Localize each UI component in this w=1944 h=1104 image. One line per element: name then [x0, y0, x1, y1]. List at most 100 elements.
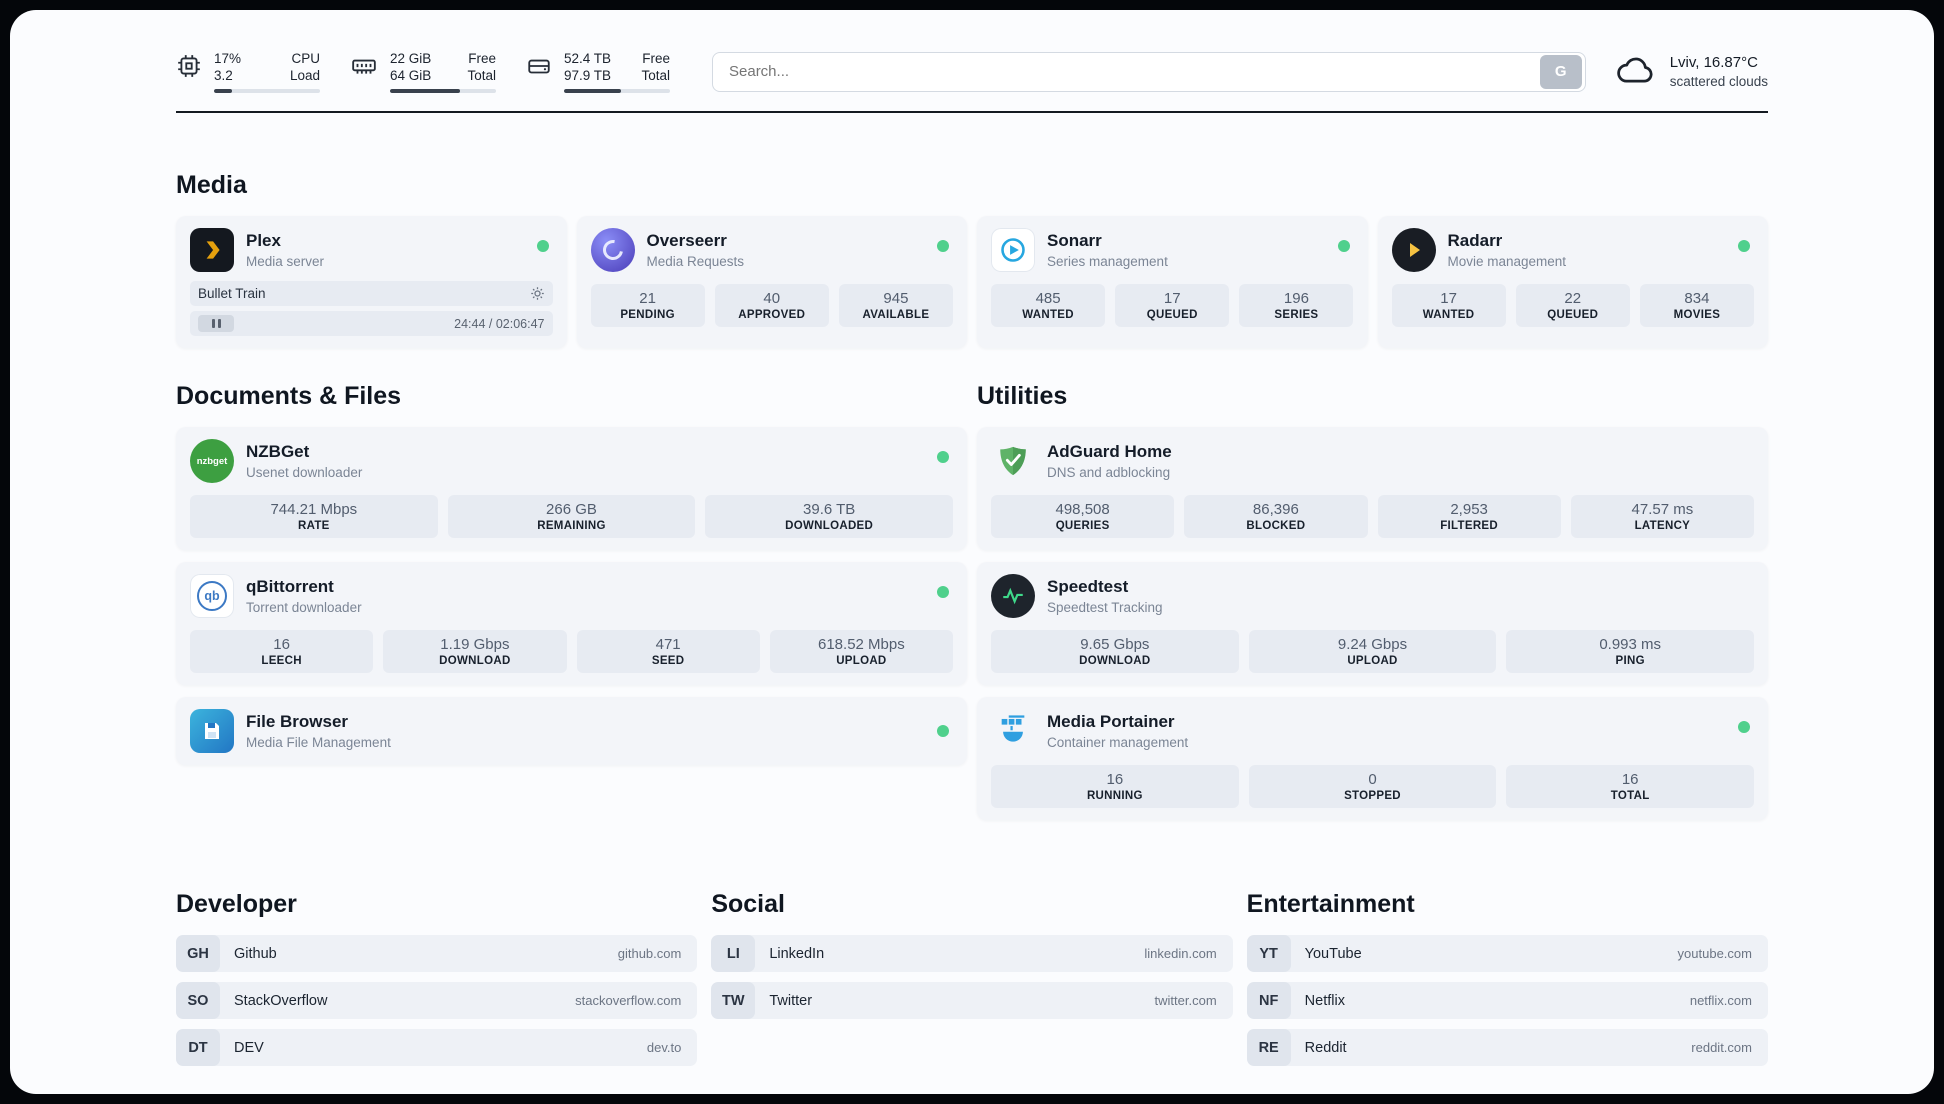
stat-downloaded: 39.6 TB DOWNLOADED — [705, 495, 953, 538]
bookmark-name: Reddit — [1304, 1039, 1347, 1056]
service-name: Speedtest — [1047, 577, 1129, 596]
service-card-portainer[interactable]: Media Portainer Container management 16 … — [977, 697, 1768, 820]
bookmark-twitter[interactable]: TW Twitter twitter.com — [711, 982, 1233, 1019]
bookmark-name: LinkedIn — [769, 945, 825, 962]
stat-latency: 47.57 ms LATENCY — [1570, 495, 1754, 538]
plex-now-playing: Bullet Train 24:44 / 02:06:47 — [190, 281, 553, 336]
bookmark-dev[interactable]: DT DEV dev.to — [176, 1029, 698, 1066]
adguard-icon — [991, 439, 1035, 483]
section-utilities: Utilities AdGuard Home DNS and adblockin… — [977, 382, 1768, 820]
bookmark-netflix[interactable]: NF Netflix netflix.com — [1246, 982, 1768, 1019]
section-documents: Documents & Files nzbget NZBGet Usenet d… — [176, 382, 967, 765]
stat-series: 196 SERIES — [1239, 284, 1354, 327]
stat-blocked: 86,396 BLOCKED — [1184, 495, 1368, 538]
ram-free-label: Free — [468, 51, 496, 66]
bookmark-github[interactable]: GH Github github.com — [176, 935, 698, 972]
ram-icon — [352, 59, 376, 74]
status-dot — [937, 451, 949, 463]
disk-progressbar — [564, 89, 670, 93]
service-name: Sonarr — [1047, 231, 1102, 250]
service-name: Overseerr — [646, 231, 727, 250]
service-description: Media server — [246, 254, 325, 269]
bookmark-stackoverflow[interactable]: SO StackOverflow stackoverflow.com — [176, 982, 698, 1019]
stat-leech: 16 LEECH — [190, 630, 374, 673]
bookmark-youtube[interactable]: YT YouTube youtube.com — [1246, 935, 1768, 972]
section-title-developer: Developer — [176, 890, 297, 918]
stat-download: 9.65 Gbps DOWNLOAD — [991, 630, 1239, 673]
bookmarks-entertainment: Entertainment YT YouTube youtube.com NF … — [1246, 890, 1768, 1066]
bookmark-linkedin[interactable]: LI LinkedIn linkedin.com — [711, 935, 1233, 972]
status-dot — [1738, 721, 1750, 733]
pause-button[interactable] — [198, 315, 234, 332]
cpu-load-value: 3.2 — [214, 68, 233, 83]
service-name: AdGuard Home — [1047, 442, 1172, 461]
plex-icon — [190, 228, 234, 272]
filebrowser-icon — [190, 709, 234, 753]
status-dot — [1738, 240, 1750, 252]
service-description: Movie management — [1447, 254, 1567, 269]
service-description: Series management — [1047, 254, 1168, 269]
stat-pending: 21 PENDING — [590, 284, 705, 327]
section-title-documents: Documents & Files — [176, 382, 402, 410]
disk-icon — [528, 59, 550, 74]
service-card-plex[interactable]: Plex Media server Bullet Train 24 — [176, 216, 567, 348]
bookmark-reddit[interactable]: RE Reddit reddit.com — [1246, 1029, 1768, 1066]
ram-free-value: 22 GiB — [390, 51, 432, 66]
service-description: Container management — [1047, 735, 1189, 750]
bookmark-abbr: NF — [1246, 982, 1291, 1019]
sonarr-icon — [991, 228, 1035, 272]
stat-ping: 0.993 ms PING — [1506, 630, 1754, 673]
status-dot — [536, 240, 549, 252]
status-dot — [937, 586, 949, 598]
disk-total-label: Total — [641, 68, 670, 83]
status-dot — [937, 240, 949, 252]
service-card-overseerr[interactable]: Overseerr Media Requests 21 PENDING 40 A… — [576, 216, 967, 348]
nzbget-icon: nzbget — [190, 439, 234, 483]
bookmark-name: DEV — [234, 1039, 264, 1056]
stat-queries: 498,508 QUERIES — [991, 495, 1175, 538]
service-description: Speedtest Tracking — [1047, 600, 1163, 615]
search-input[interactable] — [713, 63, 1540, 80]
bookmark-url: reddit.com — [1691, 1040, 1752, 1055]
service-card-speedtest[interactable]: Speedtest Speedtest Tracking 9.65 Gbps D… — [977, 562, 1768, 685]
service-description: Media File Management — [246, 735, 391, 750]
bookmark-url: github.com — [617, 946, 682, 961]
dashboard-screen: 17% CPU 3.2 Load 22 GiB Free 64 GiB Total — [10, 10, 1934, 1094]
stat-filtered: 2,953 FILTERED — [1377, 495, 1561, 538]
weather-widget[interactable]: Lviv, 16.87°C scattered clouds — [1614, 54, 1768, 89]
stat-approved: 40 APPROVED — [714, 284, 829, 327]
stat-rate: 744.21 Mbps RATE — [190, 495, 438, 538]
bookmark-abbr: TW — [711, 982, 756, 1019]
bookmark-url: stackoverflow.com — [575, 993, 682, 1008]
stat-wanted: 17 WANTED — [1391, 284, 1506, 327]
service-card-qbittorrent[interactable]: qb qBittorrent Torrent downloader 16 LEE… — [176, 562, 967, 685]
service-card-sonarr[interactable]: Sonarr Series management 485 WANTED 17 Q… — [977, 216, 1368, 348]
service-card-filebrowser[interactable]: File Browser Media File Management — [176, 697, 967, 765]
cpu-metric: 17% CPU 3.2 Load — [176, 50, 320, 93]
search-engine-button[interactable]: G — [1539, 54, 1582, 89]
stat-total: 16 TOTAL — [1506, 765, 1754, 808]
service-card-nzbget[interactable]: nzbget NZBGet Usenet downloader 744.21 M… — [176, 427, 967, 550]
disk-total-value: 97.9 TB — [564, 68, 612, 83]
status-dot — [1337, 240, 1350, 252]
search-bar: G — [712, 51, 1586, 92]
service-name: qBittorrent — [246, 577, 334, 596]
service-card-adguard[interactable]: AdGuard Home DNS and adblocking 498,508 … — [977, 427, 1768, 550]
bookmark-abbr: GH — [176, 935, 220, 972]
cpu-progressbar — [214, 89, 320, 93]
stat-wanted: 485 WANTED — [991, 284, 1106, 327]
bookmark-name: StackOverflow — [234, 992, 328, 1009]
stat-seed: 471 SEED — [576, 630, 760, 673]
service-name: File Browser — [246, 712, 349, 731]
bookmarks-developer: Developer GH Github github.com SO StackO… — [176, 890, 698, 1066]
service-description: Usenet downloader — [246, 465, 363, 480]
bookmark-abbr: LI — [711, 935, 756, 972]
player-settings-icon[interactable] — [530, 286, 545, 301]
section-title-utilities: Utilities — [977, 382, 1068, 410]
service-card-radarr[interactable]: Radarr Movie management 17 WANTED 22 QUE… — [1377, 216, 1768, 348]
service-name: Radarr — [1447, 231, 1503, 250]
cloud-icon — [1616, 57, 1653, 83]
service-name: Media Portainer — [1047, 712, 1175, 731]
bookmark-url: netflix.com — [1689, 993, 1752, 1008]
cpu-load-label: Load — [289, 68, 320, 83]
